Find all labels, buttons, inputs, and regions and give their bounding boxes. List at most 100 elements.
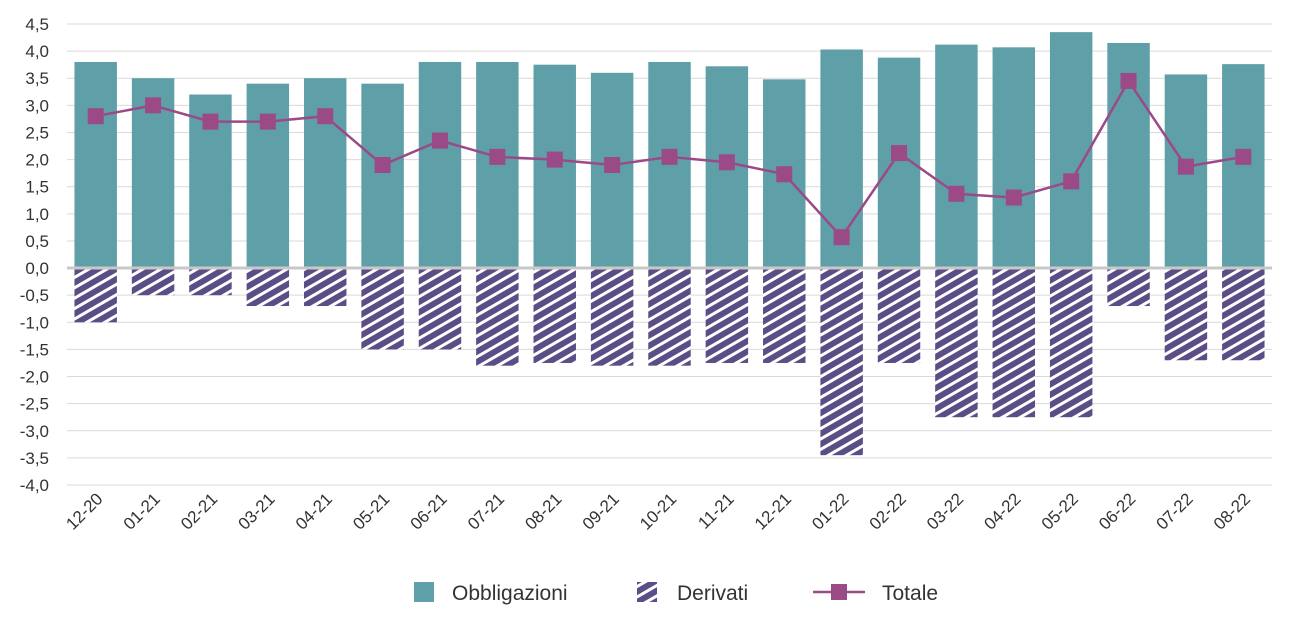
bar-derivati [820, 268, 863, 456]
bar-derivati [935, 268, 978, 418]
bar-obbligazioni [476, 61, 519, 269]
totale-point [87, 108, 104, 125]
x-tick-label: 01-22 [808, 489, 852, 533]
y-tick-label: -1,0 [20, 313, 49, 332]
x-tick-label: 05-22 [1038, 489, 1082, 533]
x-tick-label: 12-21 [751, 489, 795, 533]
bar-derivati [476, 268, 519, 366]
y-tick-label: 2,0 [25, 151, 49, 170]
totale-point [604, 157, 621, 174]
bar-obbligazioni [361, 83, 404, 269]
bar-derivati [877, 268, 921, 363]
totale-point [1063, 173, 1080, 190]
y-tick-label: 4,0 [25, 42, 49, 61]
x-tick-label: 07-21 [464, 489, 508, 533]
bar-derivati [705, 268, 749, 363]
legend-marker-totale [831, 584, 847, 600]
bar-derivati [1164, 268, 1208, 361]
totale-point [145, 97, 162, 114]
bar-obbligazioni [992, 47, 1036, 269]
x-tick-label: 03-22 [923, 489, 967, 533]
legend-label-derivati: Derivati [677, 582, 748, 605]
totale-point [374, 157, 391, 174]
y-tick-label: -1,5 [20, 340, 49, 359]
bar-obbligazioni [1222, 64, 1265, 269]
bar-derivati [189, 268, 232, 296]
totale-line [87, 72, 1252, 246]
totale-point [891, 145, 908, 162]
totale-point [489, 148, 506, 165]
y-tick-label: 0,5 [25, 232, 49, 251]
y-tick-label: -2,5 [20, 395, 49, 414]
totale-point [1235, 148, 1252, 165]
bar-derivati [1107, 268, 1150, 307]
x-tick-label: 01-21 [120, 489, 164, 533]
x-tick-label: 03-21 [234, 489, 278, 533]
bar-obbligazioni [648, 61, 691, 269]
x-tick-label: 04-21 [292, 489, 336, 533]
x-tick-label: 12-20 [62, 489, 106, 533]
x-tick-label: 02-22 [866, 489, 910, 533]
legend: Obbligazioni Derivati Totale [414, 582, 938, 605]
totale-point [833, 229, 850, 246]
totale-point [259, 113, 276, 130]
bar-derivati [74, 268, 117, 323]
y-tick-label: -0,5 [20, 286, 49, 305]
totale-point [661, 148, 678, 165]
bar-obbligazioni [246, 83, 290, 269]
x-tick-label: 04-22 [980, 489, 1024, 533]
x-tick-label: 11-21 [694, 489, 737, 532]
totale-point [1177, 158, 1194, 175]
bar-obbligazioni [303, 78, 347, 269]
y-tick-label: 3,0 [25, 96, 49, 115]
bar-derivati [246, 268, 290, 307]
x-tick-label: 07-22 [1153, 489, 1197, 533]
legend-label-totale: Totale [882, 582, 938, 605]
y-tick-label: 1,5 [25, 178, 49, 197]
totale-point [202, 113, 219, 130]
bar-derivati [590, 268, 634, 366]
y-axis-ticks: 4,5 4,0 3,5 3,0 2,5 2,0 1,5 1,0 0,5 0,0 -0,5 -1,0 -1… [20, 15, 49, 495]
bar-derivati [361, 268, 404, 350]
totale-point [317, 108, 334, 125]
x-tick-label: 06-21 [407, 489, 451, 533]
bar-derivati [418, 268, 462, 350]
x-tick-label: 05-21 [349, 489, 393, 533]
bar-derivati [1222, 268, 1265, 361]
totale-point [546, 151, 563, 168]
totale-point [948, 185, 965, 202]
x-tick-label: 06-22 [1095, 489, 1139, 533]
bar-derivati [1049, 268, 1093, 418]
bar-derivati [131, 268, 175, 296]
y-tick-label: 3,5 [25, 69, 49, 88]
y-tick-label: 0,0 [25, 259, 49, 278]
totale-point [431, 132, 448, 149]
bar-obbligazioni [935, 44, 978, 269]
x-axis-ticks: 12-20 01-21 02-21 03-21 04-21 05-21 06-21 07-21… [62, 489, 1254, 533]
bar-derivati [648, 268, 691, 366]
bars [74, 32, 1265, 456]
x-tick-label: 08-21 [521, 489, 565, 533]
bar-derivati [763, 268, 806, 363]
totale-point [1005, 189, 1022, 206]
y-tick-label: 4,5 [25, 15, 49, 34]
x-tick-label: 10-21 [636, 489, 680, 533]
legend-swatch-obbligazioni [414, 582, 434, 602]
x-tick-label: 08-22 [1210, 489, 1254, 533]
y-tick-label: 2,5 [25, 123, 49, 142]
bar-obbligazioni [74, 61, 117, 269]
y-tick-label: 1,0 [25, 205, 49, 224]
y-tick-label: -3,0 [20, 422, 49, 441]
bar-derivati [533, 268, 576, 363]
totale-point [1120, 72, 1137, 89]
totale-point [718, 154, 735, 171]
x-tick-label: 09-21 [579, 489, 623, 533]
legend-swatch-derivati [637, 582, 657, 602]
legend-label-obbligazioni: Obbligazioni [452, 582, 568, 605]
bar-derivati [303, 268, 347, 307]
y-tick-label: -3,5 [20, 449, 49, 468]
bar-obbligazioni [418, 61, 462, 269]
x-tick-label: 02-21 [177, 489, 221, 533]
bar-derivati [992, 268, 1036, 418]
